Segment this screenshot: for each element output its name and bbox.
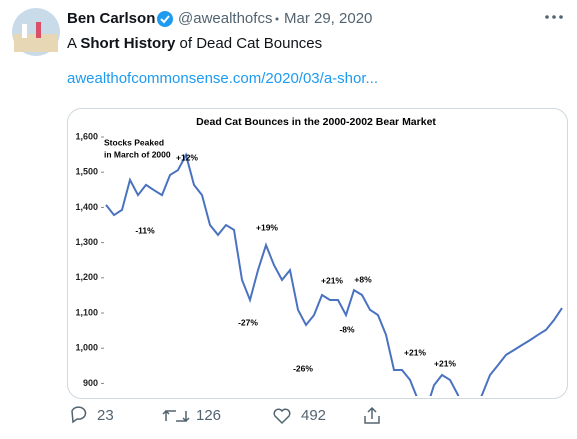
reply-count: 23 — [97, 407, 114, 424]
chart-title: Dead Cat Bounces in the 2000-2002 Bear M… — [196, 116, 436, 128]
annotation: +21% — [434, 358, 456, 368]
avatar[interactable] — [12, 8, 60, 56]
annotation: +21% — [404, 347, 426, 357]
text-part: of Dead Cat Bounces — [175, 35, 322, 52]
reply-button[interactable] — [71, 406, 87, 424]
y-tick-label: 1,000 — [75, 343, 98, 353]
verified-badge — [157, 11, 173, 27]
like-count: 492 — [301, 407, 326, 424]
annotation: +8% — [354, 274, 372, 284]
annotation: +12% — [176, 152, 198, 162]
author-name[interactable]: Ben Carlson — [67, 10, 155, 27]
annotation: -26% — [293, 363, 313, 373]
share-button[interactable] — [364, 406, 380, 424]
retweet-count: 126 — [196, 407, 221, 424]
y-tick-label: 1,100 — [75, 307, 98, 317]
annotation: -8% — [339, 324, 355, 334]
separator — [275, 17, 279, 21]
y-tick-label: 1,200 — [75, 272, 98, 282]
text-part: A — [67, 35, 80, 52]
text-bold: Short History — [80, 35, 176, 52]
y-tick-label: 1,300 — [75, 237, 98, 247]
link[interactable]: awealthofcommonsense.com/2020/03/a-shor.… — [67, 70, 378, 87]
y-tick-label: 1,600 — [75, 131, 98, 141]
annotation: +19% — [256, 222, 278, 232]
retweet-button[interactable] — [162, 409, 190, 423]
annotation: -27% — [238, 317, 258, 327]
y-tick-label: 1,500 — [75, 167, 98, 177]
annotation: -11% — [135, 225, 155, 235]
handle[interactable]: @awealthofcs — [178, 10, 272, 27]
line — [105, 152, 563, 396]
like-button[interactable] — [273, 408, 291, 425]
tweet-text: A Short History of Dead Cat Bounces — [67, 35, 322, 52]
more-menu[interactable] — [545, 15, 563, 19]
y-tick-label: 900 — [83, 378, 98, 388]
plot — [105, 152, 563, 396]
annotation: +21% — [321, 275, 343, 285]
annotation: in March of 2000 — [104, 149, 171, 159]
annotation: Stocks Peaked — [104, 137, 164, 147]
y-tick-label: 1,400 — [75, 202, 98, 212]
date[interactable]: Mar 29, 2020 — [284, 10, 372, 27]
